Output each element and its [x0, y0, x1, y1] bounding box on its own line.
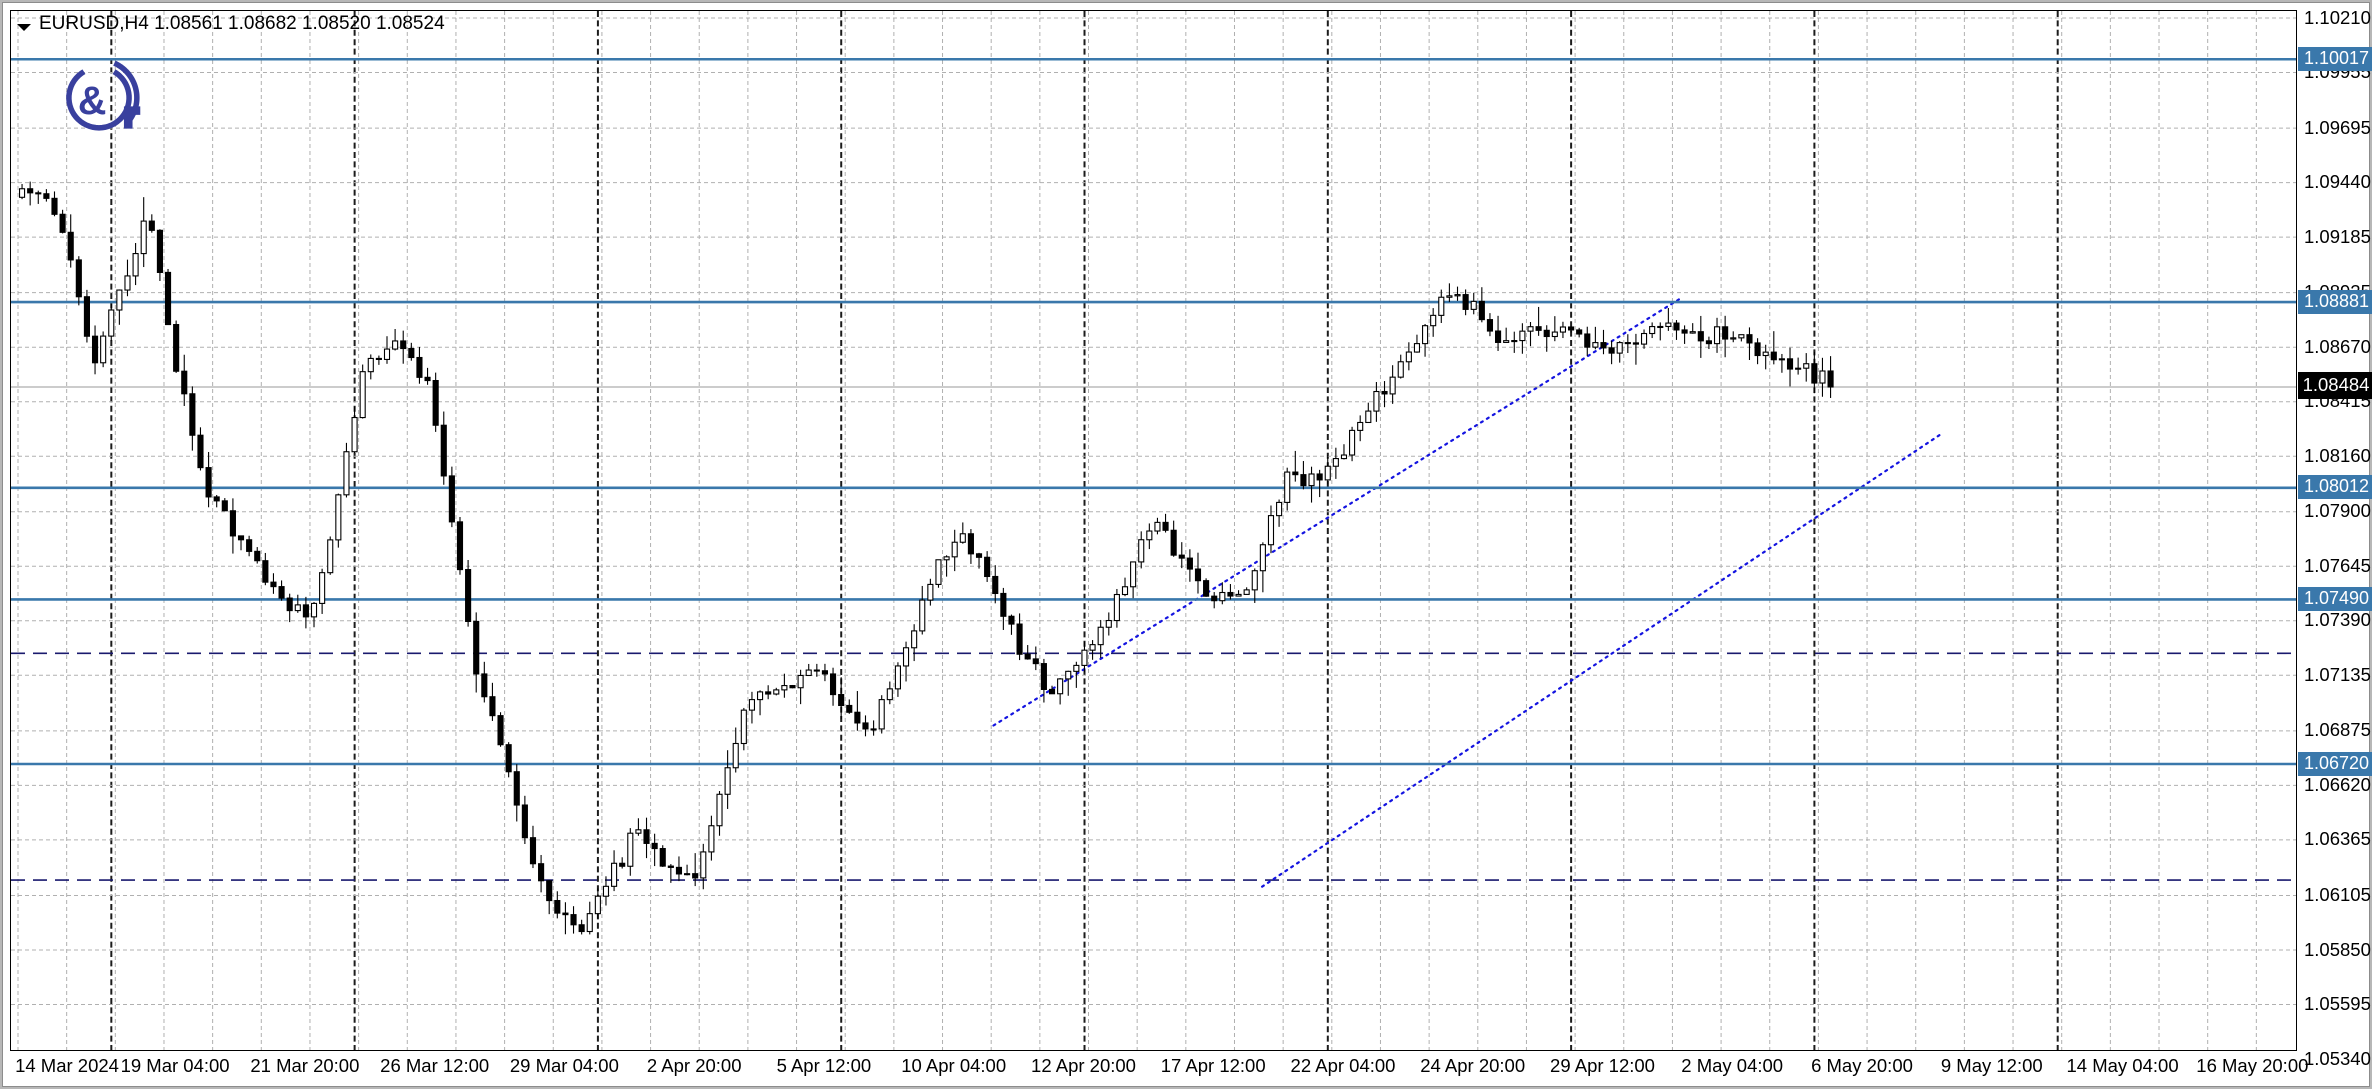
svg-text:&: & [78, 79, 107, 123]
